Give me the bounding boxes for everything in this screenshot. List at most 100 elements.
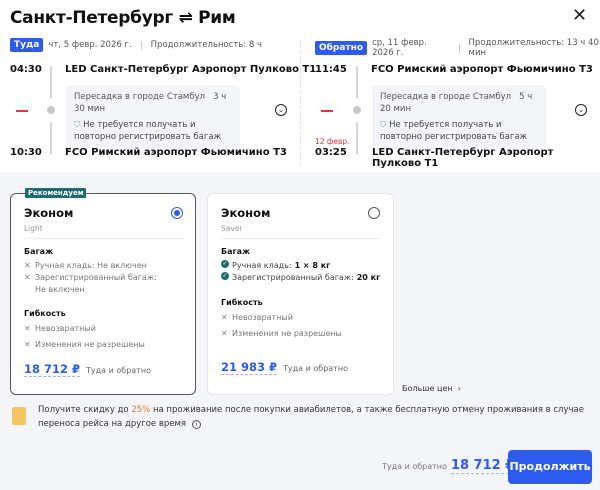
fare-name: Эконом (221, 206, 271, 220)
item-label: Изменения не разрешены (35, 340, 145, 349)
fare-price[interactable]: 21 983 ₽ (221, 360, 278, 375)
baggage-note: Не требуется получать и повторно регистр… (74, 120, 222, 142)
list-item: ✓ Ручная кладь: 1 × 8 кг (221, 260, 391, 272)
fare-name: Эконом (24, 206, 74, 220)
promo-post: на проживание после покупки авиабилетов,… (38, 405, 584, 429)
item-value: 20 кг (356, 273, 381, 282)
chevron-right-icon: › (455, 384, 461, 393)
return-date: ср, 11 февр. 2026 г. (372, 38, 427, 58)
return-layover: Пересадка в городе Стамбул 5 ч 20 мин ⛉ … (372, 85, 546, 149)
baggage-title: Багаж (221, 247, 251, 256)
flex-list: ✕ Невозвратный ✕ Изменения не разрешены (221, 312, 381, 340)
check-icon: ✓ (221, 260, 229, 268)
cross-icon: ✕ (221, 329, 228, 338)
divider (458, 43, 460, 53)
baggage-title: Багаж (24, 247, 54, 256)
promo-pre: Получите скидку до (38, 405, 132, 415)
check-icon: ✓ (221, 272, 229, 280)
recommend-tag: Рекомендуем (25, 188, 87, 198)
timeline (356, 122, 358, 154)
item-label: Ручная кладь: Не включен (35, 261, 147, 270)
return-dep-time: 11:45 (315, 64, 347, 75)
more-prices-label: Больше цен (402, 384, 453, 393)
fare-card-saver[interactable]: Эконом Saver Багаж ✓ Ручная кладь: 1 × 8 … (207, 193, 394, 395)
layover-dot (353, 106, 361, 114)
outbound-duration: Продолжительность: 8 ч (150, 40, 263, 50)
item-label: Зарегистрированный багаж: (232, 273, 354, 282)
outbound-dep-airport: LED Санкт-Петербург Аэропорт Пулково Т1 (65, 64, 317, 75)
promo-text: Получите скидку до 25% на проживание пос… (38, 403, 590, 431)
fare-sub: Saver (221, 224, 243, 233)
list-item: ✕ Зарегистрированный багаж: Не включен (24, 272, 159, 296)
expand-chevron-icon[interactable]: ⌄ (575, 104, 587, 116)
info-icon[interactable]: i (191, 420, 201, 429)
layover-dot (47, 106, 55, 114)
divider (140, 40, 142, 50)
airline-logo (321, 110, 333, 112)
layover-time: 5 ч 20 мин (380, 92, 533, 114)
return-dep-airport: FCO Римский аэропорт Фьюмичино Т3 (371, 64, 593, 75)
promo-highlight: 25% (131, 405, 151, 415)
list-item: ✕ Изменения не разрешены (24, 339, 184, 351)
baggage-list: ✓ Ручная кладь: 1 × 8 кг ✓ Зарегистрирован… (221, 260, 391, 284)
outbound-dep-time: 04:30 (10, 64, 42, 75)
layover-time: 3 ч 30 мин (74, 92, 227, 114)
footer-total: Туда и обратно 18 712 ₽ (382, 458, 515, 474)
fare-sub: Light (24, 224, 43, 233)
outbound-header: Туда чт, 5 февр. 2026 г. Продолжительнос… (10, 38, 262, 52)
page-title: Санкт-Петербург ⇌ Рим (10, 8, 236, 28)
fare-card-light[interactable]: Рекомендуем Эконом Light Багаж ✕ Ручная к… (10, 188, 196, 395)
cross-icon: ✕ (24, 324, 31, 333)
price-note: Туда и обратно (86, 366, 151, 375)
cross-icon: ✕ (24, 261, 31, 270)
flex-title: Гибкость (24, 309, 66, 318)
expand-chevron-icon[interactable]: ⌄ (275, 104, 287, 116)
list-item: ✕ Изменения не разрешены (221, 328, 381, 340)
fare-price-row: 18 712 ₽ Туда и обратно (24, 362, 151, 377)
outbound-layover: Пересадка в городе Стамбул 3 ч 30 мин ⛉ … (66, 85, 240, 149)
list-item: ✕ Невозвратный (24, 323, 184, 335)
return-arr-time: 03:25 (315, 147, 347, 158)
price-note: Туда и обратно (283, 364, 348, 373)
divider (24, 238, 184, 239)
hotel-icon (12, 407, 26, 425)
divider (221, 238, 381, 239)
airline-logo (16, 110, 28, 112)
total-price[interactable]: 18 712 ₽ (450, 458, 515, 474)
shield-icon: ⛉ (74, 120, 81, 130)
return-arr-date: 12 февр. (315, 137, 350, 146)
layover-city: Пересадка в городе Стамбул (380, 92, 512, 102)
flex-list: ✕ Невозвратный ✕ Изменения не разрешены (24, 323, 184, 351)
fare-price[interactable]: 18 712 ₽ (24, 362, 81, 377)
return-duration: Продолжительность: 13 ч 40 мин (468, 38, 599, 58)
return-arr-airport: LED Санкт-Петербург Аэропорт Пулково Т1 (372, 147, 554, 169)
return-badge: Обратно (315, 41, 368, 55)
list-item: ✕ Ручная кладь: Не включен (24, 260, 159, 272)
column-divider (300, 40, 301, 165)
timeline (50, 122, 52, 154)
item-label: Изменения не разрешены (232, 329, 342, 338)
item-label: Невозвратный (232, 313, 293, 322)
continue-button[interactable]: Продолжить (508, 450, 592, 484)
timeline (50, 66, 52, 98)
cross-icon: ✕ (24, 340, 31, 349)
item-label: Ручная кладь: (232, 261, 292, 270)
item-value: 1 × 8 кг (294, 261, 331, 270)
outbound-arr-time: 10:30 (10, 147, 42, 158)
flex-title: Гибкость (221, 298, 263, 307)
fare-price-row: 21 983 ₽ Туда и обратно (221, 360, 348, 375)
outbound-arr-airport: FCO Римский аэропорт Фьюмичино Т3 (65, 147, 287, 158)
list-item: ✕ Невозвратный (221, 312, 381, 324)
timeline (356, 66, 358, 98)
item-label: Невозвратный (35, 324, 96, 333)
outbound-badge: Туда (10, 38, 44, 52)
more-prices-link[interactable]: Больше цен › (402, 384, 461, 393)
close-icon[interactable]: ✕ (572, 5, 588, 26)
cross-icon: ✕ (221, 313, 228, 322)
baggage-list: ✕ Ручная кладь: Не включен ✕ Зарегистриров… (24, 260, 159, 296)
fare-radio[interactable] (368, 207, 380, 219)
fare-radio[interactable] (171, 207, 183, 219)
baggage-note: Не требуется получать и повторно регистр… (380, 120, 528, 142)
total-label: Туда и обратно (382, 462, 447, 471)
list-item: ✓ Зарегистрированный багаж: 20 кг (221, 272, 391, 284)
